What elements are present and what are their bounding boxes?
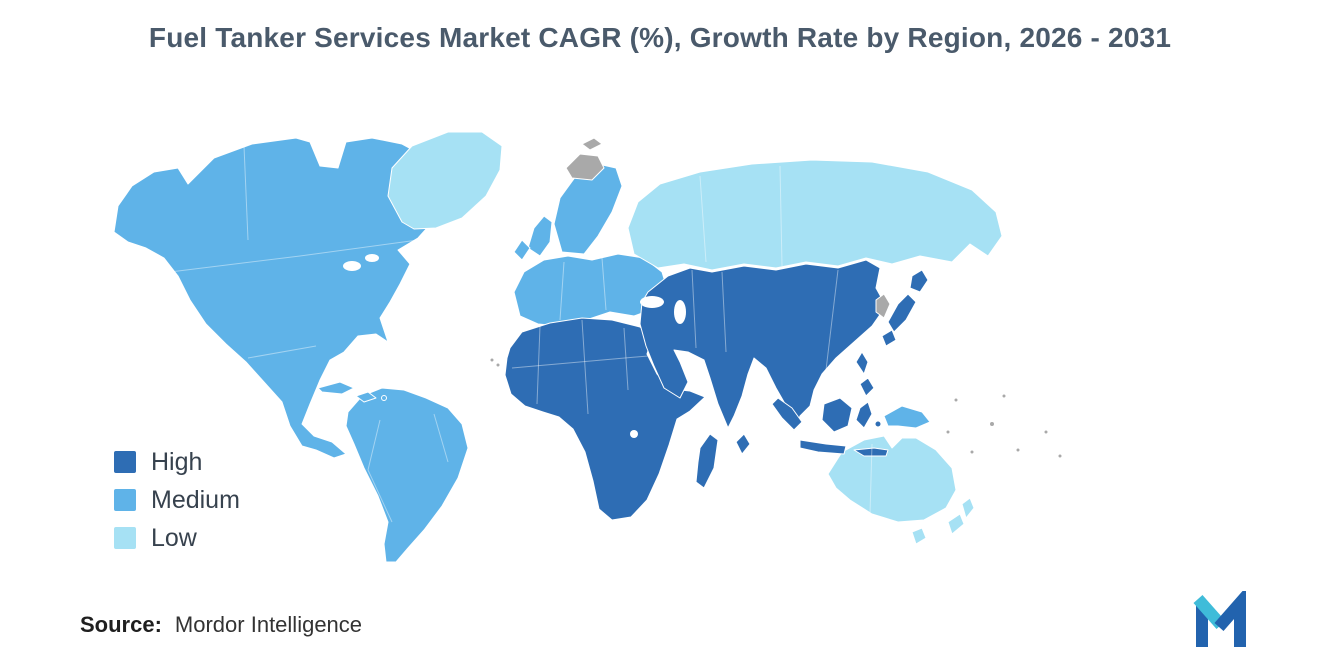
island-dot (953, 397, 959, 403)
region-japan-honshu (887, 293, 917, 333)
chart-title: Fuel Tanker Services Market CAGR (%), Gr… (148, 22, 1172, 53)
legend: High Medium Low (114, 448, 240, 552)
region-iceland (565, 153, 605, 181)
island-dot (489, 357, 495, 363)
region-madagascar (695, 433, 719, 489)
island-dot (1001, 393, 1007, 399)
swatch-rect-low (114, 527, 136, 549)
island-dot (1057, 453, 1063, 459)
island-dot (945, 429, 951, 435)
swatch-rect-medium (114, 489, 136, 511)
regions-high (504, 259, 929, 521)
legend-row-low: Low (114, 524, 240, 552)
lakes (343, 254, 686, 438)
legend-label-low: Low (151, 524, 197, 552)
island-dot (969, 449, 975, 455)
regions-no-data (489, 137, 1063, 459)
source-line: Source: Mordor Intelligence (80, 612, 362, 638)
regions-low (387, 131, 1003, 545)
island-dot (495, 362, 501, 368)
region-new-zealand-north (961, 497, 975, 519)
region-sumatra (771, 397, 803, 431)
region-south-korea (875, 293, 891, 319)
swatch-rect-high (114, 451, 136, 473)
legend-swatch-low (114, 527, 136, 549)
region-java (799, 439, 847, 455)
region-lesser-sunda (853, 447, 889, 457)
region-south-america (345, 387, 469, 563)
region-north-america (113, 137, 439, 459)
legend-swatch-high (114, 451, 136, 473)
sea-caspian (674, 300, 686, 324)
country-borders (169, 145, 873, 523)
legend-row-high: High (114, 448, 240, 476)
source-text: Mordor Intelligence (174, 612, 363, 637)
mordor-intelligence-logo (1193, 591, 1246, 647)
region-philippines-south (859, 377, 875, 397)
region-ireland (513, 239, 531, 261)
legend-label-medium: Medium (151, 486, 240, 514)
region-russia-central-asia (627, 159, 1003, 271)
region-hispaniola (355, 391, 377, 403)
region-philippines-north (855, 351, 869, 375)
region-svalbard (581, 137, 603, 151)
region-australia (827, 435, 957, 523)
region-borneo (821, 397, 853, 433)
region-japan-hokkaido (909, 269, 929, 293)
region-uk (527, 215, 553, 257)
region-tasmania (911, 527, 927, 545)
region-japan-kyushu (881, 329, 897, 347)
region-scandinavia (553, 163, 623, 255)
region-new-zealand-south (947, 513, 965, 535)
logo-right-stroke (1214, 591, 1246, 647)
lake-great-lakes-west (343, 261, 361, 271)
source-label: Source: (80, 612, 162, 637)
region-africa (504, 317, 706, 521)
island-dot (1015, 447, 1021, 453)
island-dot (989, 421, 995, 427)
caribbean-island-dot (381, 395, 387, 401)
region-cuba (317, 381, 355, 395)
region-greenland (387, 131, 503, 230)
legend-row-medium: Medium (114, 486, 240, 514)
lake-victoria (630, 430, 638, 438)
legend-swatch-medium (114, 489, 136, 511)
lake-great-lakes-east (365, 254, 379, 262)
legend-label-high: High (151, 448, 203, 476)
region-new-guinea (883, 405, 931, 429)
region-sri-lanka (735, 433, 751, 455)
island-dot (1043, 429, 1049, 435)
region-sulawesi (855, 401, 873, 429)
regions-medium (113, 137, 931, 563)
region-moluccas-dot (874, 420, 882, 428)
sea-black-sea (640, 296, 664, 308)
